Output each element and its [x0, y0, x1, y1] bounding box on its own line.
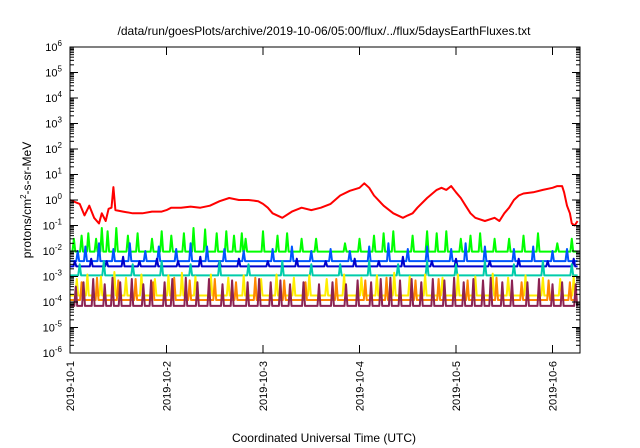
- series-line-0: [69, 182, 579, 227]
- chart-title: /data/run/goesPlots/archive/2019-10-06/0…: [118, 24, 532, 38]
- plot-area: [69, 182, 579, 307]
- y-tick-label: 106: [45, 39, 62, 54]
- x-tick-label: 2019-10-5: [451, 361, 463, 411]
- y-axis: 10-6 10-5 10-4 10-3 10-2 10-1 100 101 102 103 104 1…: [43, 39, 580, 360]
- y-tick-label: 10-5: [43, 320, 63, 335]
- y-axis-title: protons/cm2-s-sr-MeV: [19, 142, 34, 258]
- x-tick-label: 2019-10-1: [65, 361, 77, 411]
- y-tick-label: 104: [45, 90, 62, 105]
- y-tick-label: 10-1: [43, 218, 63, 233]
- x-tick-label: 2019-10-3: [258, 361, 270, 411]
- y-tick-label: 10-4: [43, 294, 63, 309]
- plot-frame: [69, 46, 581, 354]
- y-tick-label: 100: [45, 192, 62, 207]
- series-line-5: [70, 271, 578, 297]
- x-axis-title: Coordinated Universal Time (UTC): [232, 431, 416, 445]
- x-tick-label: 2019-10-2: [162, 361, 174, 411]
- x-axis: 2019-10-1 2019-10-2 2019-10-3 2019-10-4 2019…: [65, 47, 560, 411]
- series-line-4: [70, 260, 578, 277]
- y-tick-label: 102: [45, 141, 62, 156]
- y-tick-label: 103: [45, 116, 62, 131]
- y-tick-label: 101: [45, 167, 62, 182]
- y-tick-label: 105: [45, 65, 62, 80]
- series-line-2: [70, 242, 578, 263]
- x-tick-label: 2019-10-6: [548, 361, 560, 411]
- series-line-6: [70, 276, 578, 301]
- y-tick-label: 10-3: [43, 269, 63, 284]
- y-tick-label: 10-6: [43, 345, 63, 360]
- series-line-1: [70, 227, 578, 253]
- y-tick-label: 10-2: [43, 243, 63, 258]
- series-line-7: [70, 276, 579, 307]
- x-tick-label: 2019-10-4: [355, 361, 367, 411]
